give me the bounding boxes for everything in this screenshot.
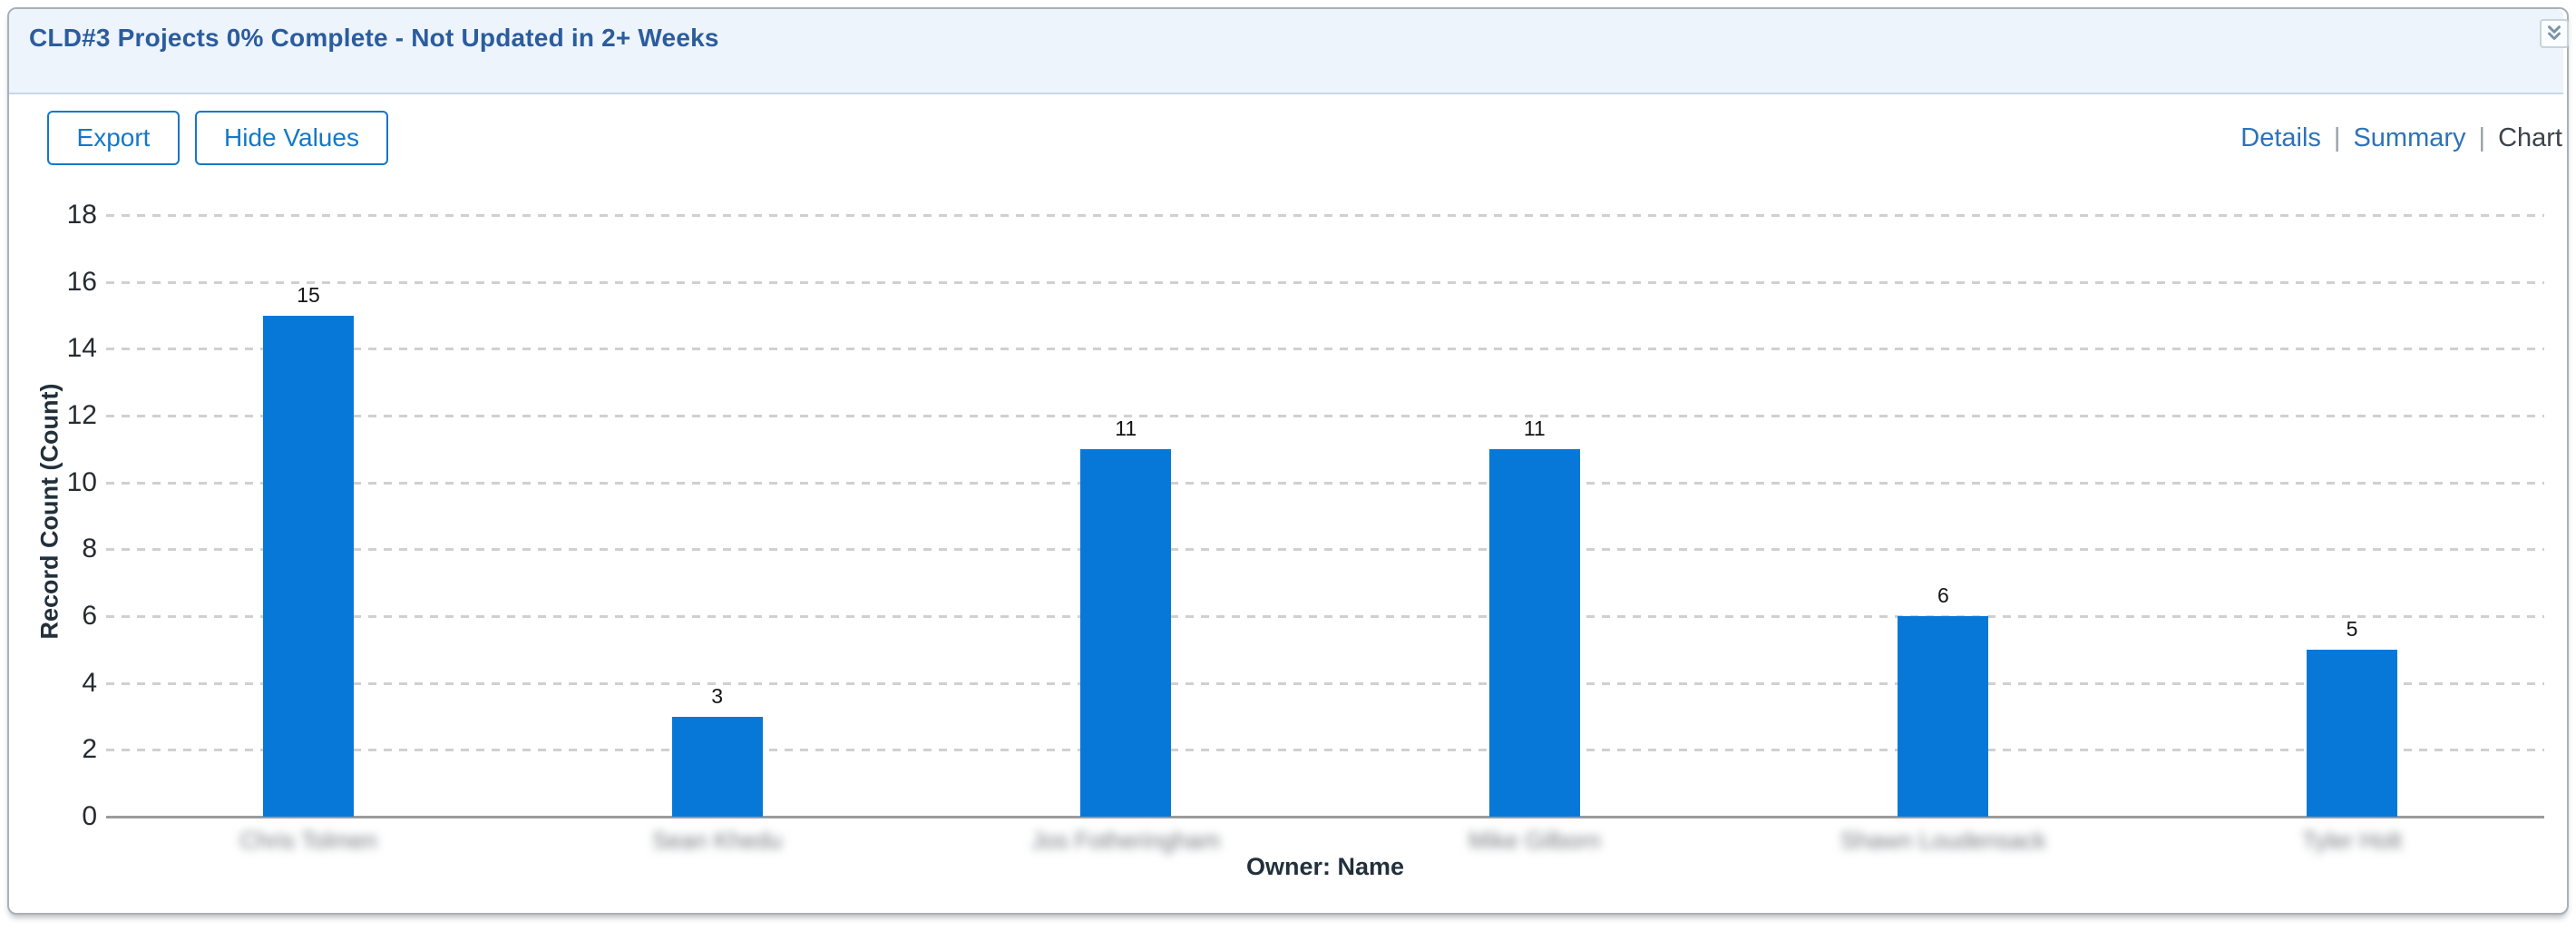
y-axis-tick-label: 10 xyxy=(66,466,97,497)
view-link-chart-active[interactable]: Chart xyxy=(2498,122,2562,152)
bar[interactable] xyxy=(2307,649,2397,817)
y-axis-tick-label: 6 xyxy=(82,601,97,631)
panel-header xyxy=(9,9,2563,94)
y-axis-tick-label: 16 xyxy=(66,266,97,297)
x-axis-category-label: Shawn Loudensack xyxy=(1839,827,2046,854)
bar[interactable] xyxy=(1488,448,1580,817)
export-button[interactable]: Export xyxy=(47,111,180,165)
hide-values-button[interactable]: Hide Values xyxy=(195,111,388,165)
panel-title: CLD#3 Projects 0% Complete - Not Updated… xyxy=(29,24,719,52)
view-separator: | xyxy=(2333,122,2341,152)
collapse-button[interactable] xyxy=(2540,19,2569,48)
double-chevron-down-icon xyxy=(2544,24,2564,44)
view-separator: | xyxy=(2478,122,2486,152)
y-axis-tick-label: 2 xyxy=(82,734,97,765)
y-axis-tick-label: 12 xyxy=(66,400,97,430)
y-axis-tick-label: 18 xyxy=(66,200,97,230)
x-axis-category-label: Mike Gilborn xyxy=(1468,827,1601,854)
bar-value-label: 3 xyxy=(711,683,723,708)
bar[interactable] xyxy=(263,315,354,817)
x-axis-category-label: Jos Fotheringham xyxy=(1031,827,1221,854)
gridline xyxy=(106,214,2544,217)
x-axis-category-label: Sean Khedu xyxy=(652,827,783,854)
panel xyxy=(7,7,2569,915)
view-link-details[interactable]: Details xyxy=(2240,122,2321,152)
bar-value-label: 11 xyxy=(1115,416,1137,440)
bar-value-label: 6 xyxy=(1937,583,1949,607)
view-link-summary[interactable]: Summary xyxy=(2353,122,2466,152)
y-axis-tick-label: 8 xyxy=(82,534,97,564)
x-axis-category-label: Chris Tolmen xyxy=(239,827,377,854)
gridline xyxy=(106,280,2544,284)
gridline xyxy=(106,481,2544,485)
gridline xyxy=(106,615,2544,618)
bar[interactable] xyxy=(1080,448,1172,817)
view-switcher: Details | Summary | Chart xyxy=(2240,111,2562,165)
x-axis-line xyxy=(106,816,2544,818)
bar-value-label: 11 xyxy=(1523,416,1546,440)
bar[interactable] xyxy=(1898,616,1989,817)
y-axis-tick-label: 14 xyxy=(66,333,97,364)
y-axis-tick-label: 0 xyxy=(82,801,97,831)
bar-value-label: 5 xyxy=(2346,616,2358,641)
gridline xyxy=(106,548,2544,552)
x-axis-category-label: Tyler Holt xyxy=(2302,827,2402,854)
bar[interactable] xyxy=(671,716,763,817)
bar-value-label: 15 xyxy=(297,282,320,307)
gridline xyxy=(106,415,2544,417)
y-axis-tick-label: 4 xyxy=(82,667,97,698)
x-axis-title: Owner: Name xyxy=(1245,853,1405,880)
gridline xyxy=(106,681,2544,685)
gridline xyxy=(106,348,2544,351)
gridline xyxy=(106,749,2544,752)
